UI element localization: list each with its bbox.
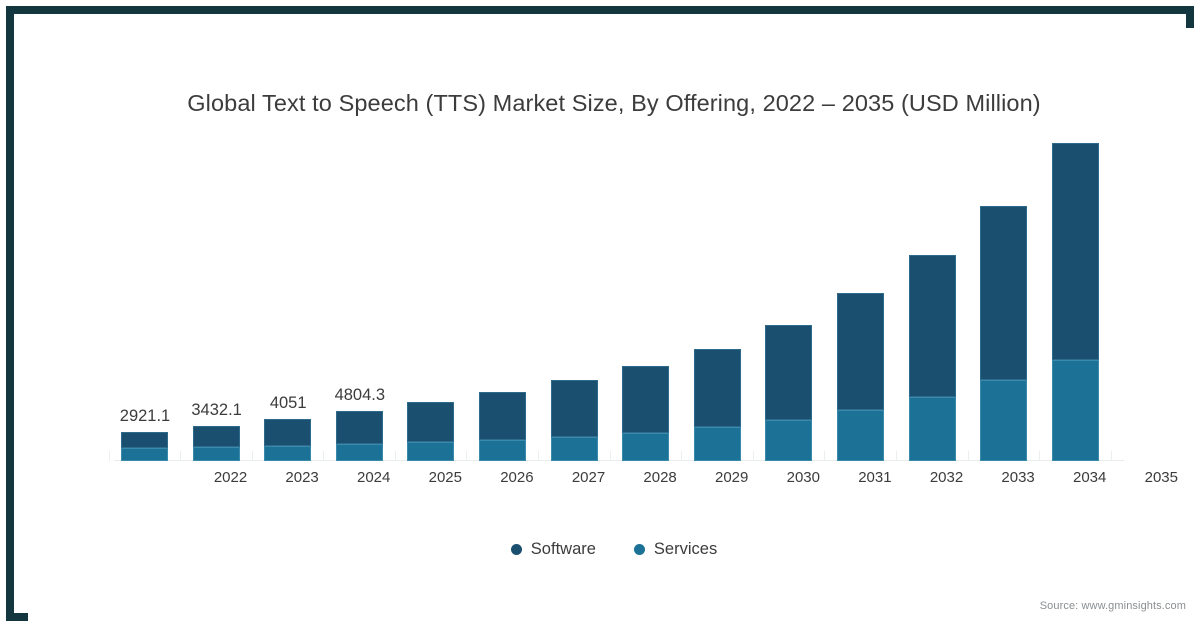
x-axis-label-2024: 2024 <box>357 469 391 486</box>
x-axis-label-2032: 2032 <box>929 469 964 486</box>
bar-segment-software-2022[interactable] <box>121 432 168 448</box>
axis-tick-2023 <box>251 451 253 461</box>
bar-segment-services-2035[interactable] <box>1051 360 1099 461</box>
bar-segment-services-2028[interactable] <box>550 437 598 461</box>
bar-value-label-2022: 2921.1 <box>119 407 171 425</box>
chart-title: Global Text to Speech (TTS) Market Size,… <box>187 90 1041 116</box>
bar-segment-software-2027[interactable] <box>479 392 526 440</box>
x-axis-label-2022: 2022 <box>213 469 248 486</box>
bar-2023[interactable]: 3432.1 <box>191 401 242 461</box>
bar-segment-software-2028[interactable] <box>550 380 598 437</box>
legend-label-services: Services <box>653 540 718 558</box>
bar-2035[interactable] <box>1051 143 1099 461</box>
axis-tick-start <box>109 451 110 461</box>
legend-label-software: Software <box>530 540 596 558</box>
bar-value-label-2023: 3432.1 <box>191 401 242 419</box>
axis-tick-2029 <box>681 451 683 461</box>
axis-tick-2022 <box>180 451 181 461</box>
legend-item-services[interactable]: Services <box>633 540 718 559</box>
bar-segment-services-2033[interactable] <box>908 397 956 461</box>
bar-segment-services-2023[interactable] <box>192 447 240 461</box>
legend-dot-icon-software <box>510 544 522 555</box>
bar-2034[interactable] <box>980 206 1028 461</box>
bar-segment-services-2034[interactable] <box>980 380 1028 461</box>
axis-tick-2026 <box>466 451 468 461</box>
axis-tick-2028 <box>609 451 611 461</box>
x-axis-label-2030: 2030 <box>786 469 820 486</box>
bar-value-label-2024: 4051 <box>269 394 307 412</box>
bar-segment-services-2025[interactable] <box>335 444 383 461</box>
axis-tick-2034 <box>1039 451 1041 461</box>
bar-segment-software-2024[interactable] <box>264 419 312 446</box>
bar-segment-services-2024[interactable] <box>264 446 312 461</box>
plot-area: 2921.1 3432.1 4051 4804.3 <box>109 128 1124 461</box>
axis-tick-2024 <box>323 451 325 461</box>
chart-legend: Software Services <box>28 540 1200 559</box>
bar-2025[interactable]: 4804.3 <box>335 386 385 461</box>
axis-tick-2031 <box>824 451 826 461</box>
bar-segment-services-2022[interactable] <box>121 448 168 461</box>
chart-inner-area: Global Text to Speech (TTS) Market Size,… <box>28 28 1200 627</box>
axis-tick-2032 <box>896 451 897 461</box>
x-axis-label-2025: 2025 <box>428 469 462 486</box>
axis-tick-2030 <box>752 451 754 461</box>
bar-segment-software-2025[interactable] <box>335 411 383 444</box>
bar-segment-services-2026[interactable] <box>407 442 455 461</box>
bar-2031[interactable] <box>765 325 813 461</box>
x-axis-label-2033: 2033 <box>1001 469 1035 486</box>
bar-segment-software-2034[interactable] <box>980 206 1028 380</box>
x-axis-label-2029: 2029 <box>715 469 749 486</box>
bar-2024[interactable]: 4051 <box>264 394 312 461</box>
axis-tick-2033 <box>967 451 969 461</box>
legend-dot-icon-services <box>633 544 645 555</box>
bar-segment-software-2026[interactable] <box>407 402 455 442</box>
bar-2022[interactable]: 2921.1 <box>120 407 170 461</box>
chart-frame-border: Global Text to Speech (TTS) Market Size,… <box>6 6 1200 627</box>
legend-item-software[interactable]: Software <box>510 540 596 559</box>
x-axis-label-2034: 2034 <box>1073 469 1107 486</box>
bar-2029[interactable] <box>622 366 670 461</box>
x-axis-label-2027: 2027 <box>571 469 606 486</box>
axis-tick-2027 <box>538 451 539 461</box>
bar-segment-software-2030[interactable] <box>693 349 741 427</box>
x-axis-label-2028: 2028 <box>643 469 677 486</box>
axis-tick-2035 <box>1110 451 1112 461</box>
bar-segment-services-2027[interactable] <box>479 440 526 461</box>
bar-2028[interactable] <box>550 380 598 461</box>
bar-segment-software-2023[interactable] <box>192 426 240 447</box>
x-axis-label-2026: 2026 <box>500 469 534 486</box>
bar-segment-services-2029[interactable] <box>622 433 670 461</box>
axis-tick-2025 <box>394 451 396 461</box>
bar-2030[interactable] <box>693 349 741 461</box>
x-axis-label-2031: 2031 <box>858 469 892 486</box>
x-axis-label-2023: 2023 <box>285 469 319 486</box>
bar-segment-software-2033[interactable] <box>908 255 956 397</box>
bar-segment-software-2035[interactable] <box>1051 143 1099 360</box>
bar-2033[interactable] <box>908 255 956 461</box>
source-attribution: Source: www.gminsights.com <box>1039 600 1186 612</box>
bar-segment-software-2032[interactable] <box>837 293 884 410</box>
x-axis-labels: 2022 2023 2024 2025 2026 2027 2028 2029 2030 2031… <box>114 469 1178 499</box>
bar-segment-services-2030[interactable] <box>693 427 741 461</box>
bar-2032[interactable] <box>837 293 884 461</box>
bar-segment-services-2032[interactable] <box>837 410 884 461</box>
bar-2027[interactable] <box>479 392 526 461</box>
bar-segment-services-2031[interactable] <box>765 420 813 461</box>
x-axis-baseline <box>114 460 1124 461</box>
bar-segment-software-2031[interactable] <box>765 325 813 420</box>
bar-segment-software-2029[interactable] <box>622 366 670 433</box>
x-axis-label-2035: 2035 <box>1144 469 1178 486</box>
bar-value-label-2025: 4804.3 <box>334 386 386 404</box>
bar-2026[interactable] <box>407 402 455 461</box>
